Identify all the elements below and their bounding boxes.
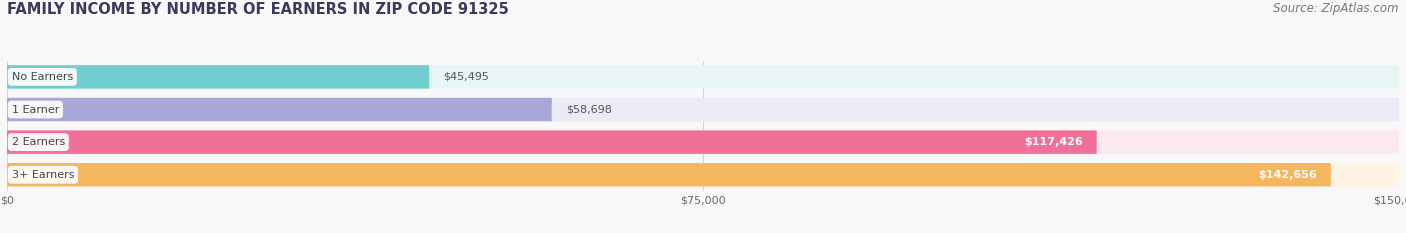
Text: $58,698: $58,698 — [565, 105, 612, 114]
Text: 1 Earner: 1 Earner — [11, 105, 59, 114]
Text: No Earners: No Earners — [11, 72, 73, 82]
FancyBboxPatch shape — [7, 98, 1399, 121]
FancyBboxPatch shape — [7, 65, 429, 89]
FancyBboxPatch shape — [7, 98, 551, 121]
Text: Source: ZipAtlas.com: Source: ZipAtlas.com — [1274, 2, 1399, 15]
FancyBboxPatch shape — [7, 163, 1399, 186]
Text: $45,495: $45,495 — [443, 72, 489, 82]
Text: 3+ Earners: 3+ Earners — [11, 170, 75, 180]
Text: 2 Earners: 2 Earners — [11, 137, 65, 147]
FancyBboxPatch shape — [7, 163, 1331, 186]
FancyBboxPatch shape — [7, 130, 1097, 154]
Text: $117,426: $117,426 — [1024, 137, 1083, 147]
Text: FAMILY INCOME BY NUMBER OF EARNERS IN ZIP CODE 91325: FAMILY INCOME BY NUMBER OF EARNERS IN ZI… — [7, 2, 509, 17]
FancyBboxPatch shape — [7, 130, 1399, 154]
Text: $142,656: $142,656 — [1258, 170, 1317, 180]
FancyBboxPatch shape — [7, 65, 1399, 89]
